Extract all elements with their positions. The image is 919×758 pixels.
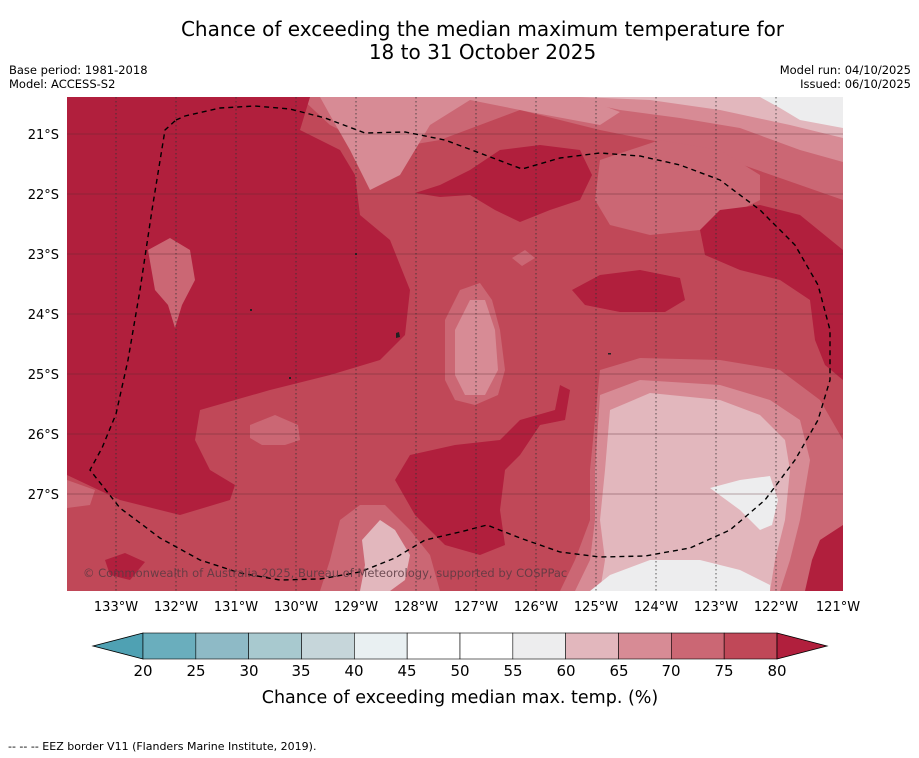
lat-label: 21°S xyxy=(28,128,59,143)
lon-label: 129°W xyxy=(334,600,378,615)
copyright-notice: © Commonwealth of Australia 2025, Bureau… xyxy=(83,566,567,580)
colorbar-high-extend xyxy=(776,632,829,660)
colorbar-segment xyxy=(459,632,514,660)
colorbar-tick: 75 xyxy=(714,662,733,680)
meta-left: Base period: 1981-2018 Model: ACCESS-S2 xyxy=(9,63,148,91)
colorbar-tick: 30 xyxy=(239,662,258,680)
map-plot-area: © Commonwealth of Australia 2025, Bureau… xyxy=(67,97,843,591)
lon-label: 128°W xyxy=(394,600,438,615)
colorbar-ticks: 20 25 30 35 40 45 50 55 60 65 70 75 80 xyxy=(133,662,786,680)
lon-label: 123°W xyxy=(694,600,738,615)
colorbar-segment xyxy=(248,632,302,660)
colorbar-tick: 25 xyxy=(186,662,205,680)
colorbar-label: Chance of exceeding median max. temp. (%… xyxy=(262,688,659,708)
lon-label: 125°W xyxy=(574,600,618,615)
colorbar-segments xyxy=(142,632,778,660)
region-80-west xyxy=(67,97,410,515)
lat-label: 24°S xyxy=(28,308,59,323)
colorbar-tick: 70 xyxy=(661,662,680,680)
colorbar: 20 25 30 35 40 45 50 55 60 65 70 75 80 C… xyxy=(91,632,829,708)
lat-label: 27°S xyxy=(28,488,59,503)
region-55-topright xyxy=(760,97,843,128)
lat-label: 25°S xyxy=(28,368,59,383)
colorbar-segment xyxy=(406,632,461,660)
region-70-west-small xyxy=(250,415,300,445)
colorbar-tick: 45 xyxy=(397,662,416,680)
graticule-parallels xyxy=(67,133,843,495)
region-60-south xyxy=(360,520,410,591)
longitude-labels: 133°W 132°W 131°W 130°W 129°W 128°W 127°… xyxy=(94,600,860,615)
colorbar-segment xyxy=(671,632,725,660)
colorbar-tick: 65 xyxy=(609,662,628,680)
colorbar-tick: 55 xyxy=(503,662,522,680)
lat-label: 23°S xyxy=(28,248,59,263)
colorbar-tick: 35 xyxy=(291,662,310,680)
title-line-2: 18 to 31 October 2025 xyxy=(368,40,597,64)
region-55-southeast xyxy=(710,476,778,530)
model-name: Model: ACCESS-S2 xyxy=(9,77,116,91)
island-markers xyxy=(250,253,611,379)
region-65-central xyxy=(455,300,498,395)
lat-label: 22°S xyxy=(28,188,59,203)
lon-label: 131°W xyxy=(214,600,258,615)
colorbar-tick: 40 xyxy=(344,662,363,680)
region-60-southeast xyxy=(600,393,790,591)
lon-label: 124°W xyxy=(634,600,678,615)
region-80-se-corner xyxy=(805,525,843,591)
meta-right: Model run: 04/10/2025 Issued: 06/10/2025 xyxy=(780,63,911,91)
colorbar-segment xyxy=(195,632,249,660)
region-55-south xyxy=(590,560,770,591)
region-80-mideast xyxy=(572,270,685,312)
title-line-1: Chance of exceeding the median maximum t… xyxy=(180,17,785,41)
lon-label: 130°W xyxy=(274,600,318,615)
colorbar-segment xyxy=(354,632,408,660)
lon-label: 132°W xyxy=(154,600,198,615)
region-80-south-central xyxy=(395,385,570,555)
colorbar-tick: 80 xyxy=(767,662,786,680)
region-80-central-north xyxy=(415,145,592,222)
colorbar-low-extend xyxy=(91,632,144,660)
region-80-east xyxy=(700,205,843,380)
colorbar-segment xyxy=(618,632,672,660)
colorbar-tick: 60 xyxy=(556,662,575,680)
map-title: Chance of exceeding the median maximum t… xyxy=(0,18,919,64)
colorbar-segment xyxy=(565,632,619,660)
lon-label: 126°W xyxy=(514,600,558,615)
lat-label: 26°S xyxy=(28,428,59,443)
model-run: Model run: 04/10/2025 xyxy=(779,63,911,77)
lon-label: 121°W xyxy=(816,600,860,615)
region-60-topright xyxy=(580,97,843,138)
lon-label: 127°W xyxy=(454,600,498,615)
lon-label: 122°W xyxy=(754,600,798,615)
eez-legend-note: -- -- -- EEZ border V11 (Flanders Marine… xyxy=(8,740,317,753)
colorbar-segment xyxy=(512,632,566,660)
latitude-labels: 21°S 22°S 23°S 24°S 25°S 26°S 27°S xyxy=(28,128,59,503)
colorbar-tick: 50 xyxy=(450,662,469,680)
region-70-west-patch xyxy=(148,238,195,328)
issued-date: Issued: 06/10/2025 xyxy=(800,77,911,91)
colorbar-segment xyxy=(301,632,355,660)
lon-label: 133°W xyxy=(94,600,138,615)
region-65-top xyxy=(320,97,620,190)
colorbar-segment xyxy=(723,632,778,660)
colorbar-tick: 20 xyxy=(133,662,152,680)
region-80-sw-dot xyxy=(105,553,145,580)
base-period: Base period: 1981-2018 xyxy=(9,63,148,77)
region-70-top xyxy=(300,97,843,200)
colorbar-segment xyxy=(142,632,197,660)
